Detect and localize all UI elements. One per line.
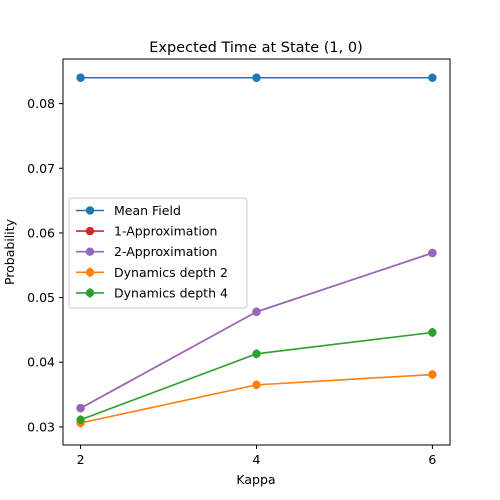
data-point	[252, 349, 261, 359]
legend: Mean Field 1-Approximation 2-Approximation…	[68, 197, 248, 309]
data-point	[428, 248, 437, 258]
y-tick-label: 0.04	[27, 355, 55, 370]
legend-marker	[85, 226, 95, 236]
legend-item-2-approximation: 2-Approximation	[76, 244, 217, 259]
series-mean-field	[76, 73, 437, 82]
data-point	[428, 73, 437, 82]
legend-label: 2-Approximation	[114, 244, 217, 259]
y-tick-label: 0.08	[27, 96, 55, 111]
legend-label: Dynamics depth 4	[114, 285, 228, 300]
data-point	[252, 73, 261, 82]
x-axis: 2 4 6	[77, 445, 436, 467]
legend-label: 1-Approximation	[114, 224, 217, 239]
y-tick-label: 0.03	[27, 419, 55, 434]
legend-item-mean-field: Mean Field	[76, 203, 181, 218]
data-point	[76, 403, 85, 413]
legend-marker	[85, 288, 95, 298]
series-dynamics-depth-4	[76, 327, 437, 425]
data-point	[428, 328, 437, 337]
legend-box	[68, 197, 248, 309]
data-point	[252, 307, 261, 317]
data-point	[76, 73, 85, 82]
data-point	[252, 380, 261, 390]
data-point	[428, 370, 437, 379]
y-tick-label: 0.05	[27, 290, 55, 305]
y-tick-label: 0.06	[27, 225, 55, 240]
x-tick-label: 2	[77, 452, 85, 467]
x-tick-label: 4	[253, 452, 261, 467]
legend-marker	[85, 206, 95, 215]
x-axis-label: Kappa	[236, 472, 275, 487]
legend-label: Mean Field	[114, 203, 181, 218]
y-tick-label: 0.07	[27, 161, 55, 176]
chart-title: Expected Time at State (1, 0)	[149, 40, 363, 56]
legend-marker	[85, 268, 95, 277]
legend-item-dynamics-depth-2: Dynamics depth 2	[76, 265, 228, 280]
series-2-approximation	[76, 248, 437, 413]
y-axis-label: Probability	[2, 218, 17, 285]
legend-marker	[85, 247, 95, 256]
data-point	[76, 415, 85, 424]
x-tick-label: 6	[428, 452, 436, 467]
series-layer	[76, 73, 437, 428]
y-axis: 0.03 0.04 0.05 0.06 0.07 0.08	[27, 96, 63, 434]
legend-item-dynamics-depth-4: Dynamics depth 4	[76, 285, 228, 300]
legend-item-1-approximation: 1-Approximation	[76, 224, 217, 239]
legend-label: Dynamics depth 2	[114, 265, 228, 280]
